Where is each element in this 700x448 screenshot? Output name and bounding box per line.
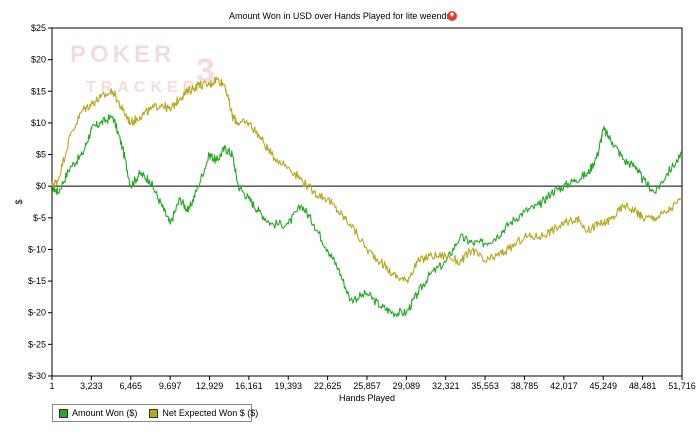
x-axis-label: Hands Played (339, 393, 395, 403)
y-tick-label: $-15 (28, 276, 46, 286)
y-tick-label: $25 (31, 23, 46, 33)
svg-text:POKER: POKER (70, 41, 175, 68)
y-tick-label: $10 (31, 118, 46, 128)
x-tick-label: 38,785 (511, 381, 539, 391)
x-tick-label: 19,393 (274, 381, 302, 391)
x-tick-label: 3,233 (80, 381, 103, 391)
x-tick-label: 22,625 (314, 381, 342, 391)
legend-swatch (59, 408, 68, 418)
x-tick-label: 45,249 (589, 381, 617, 391)
legend-label: Net Expected Won $ ($) (162, 408, 259, 418)
x-tick-label: 12,929 (196, 381, 224, 391)
x-tick-label: 1 (49, 381, 54, 391)
x-tick-label: 48,481 (629, 381, 657, 391)
legend-label: Amount Won ($) (72, 408, 138, 418)
x-tick-label: 9,697 (159, 381, 182, 391)
x-tick-label: 25,857 (353, 381, 381, 391)
legend-swatch (149, 408, 159, 418)
x-tick-label: 6,465 (119, 381, 142, 391)
x-tick-label: 35,553 (471, 381, 499, 391)
legend-item-amount-won: Amount Won ($) (59, 408, 137, 418)
legend: Amount Won ($) Net Expected Won $ ($) (52, 404, 258, 422)
x-tick-label: 42,017 (550, 381, 578, 391)
y-tick-label: $0 (36, 181, 46, 191)
poker-logo-icon (447, 11, 457, 21)
chart-title: Amount Won in USD over Hands Played for … (229, 11, 451, 21)
y-axis-label: $ (14, 199, 24, 204)
y-tick-label: $-30 (28, 371, 46, 381)
y-tick-label: $15 (31, 86, 46, 96)
x-tick-label: 32,321 (432, 381, 460, 391)
y-tick-label: $-25 (28, 339, 46, 349)
svg-text:3: 3 (196, 52, 215, 90)
x-tick-label: 51,716 (668, 381, 696, 391)
series-net-expected-won (51, 76, 683, 284)
x-tick-label: 16,161 (235, 381, 263, 391)
series-layer (51, 76, 683, 318)
y-tick-label: $-20 (28, 308, 46, 318)
y-tick-label: $5 (36, 150, 46, 160)
y-tick-label: $20 (31, 55, 46, 65)
x-tick-label: 29,089 (393, 381, 421, 391)
pokertracker-watermark: POKER TRACKER 3 (70, 41, 215, 96)
y-tick-label: $-5 (33, 213, 46, 223)
axes: $25$20$15$10$5$0$-5$-10$-15$-20$-25$-301… (28, 23, 696, 391)
series-amount-won (51, 114, 683, 318)
y-tick-label: $-10 (28, 244, 46, 254)
legend-item-net-expected: Net Expected Won $ ($) (149, 408, 258, 418)
